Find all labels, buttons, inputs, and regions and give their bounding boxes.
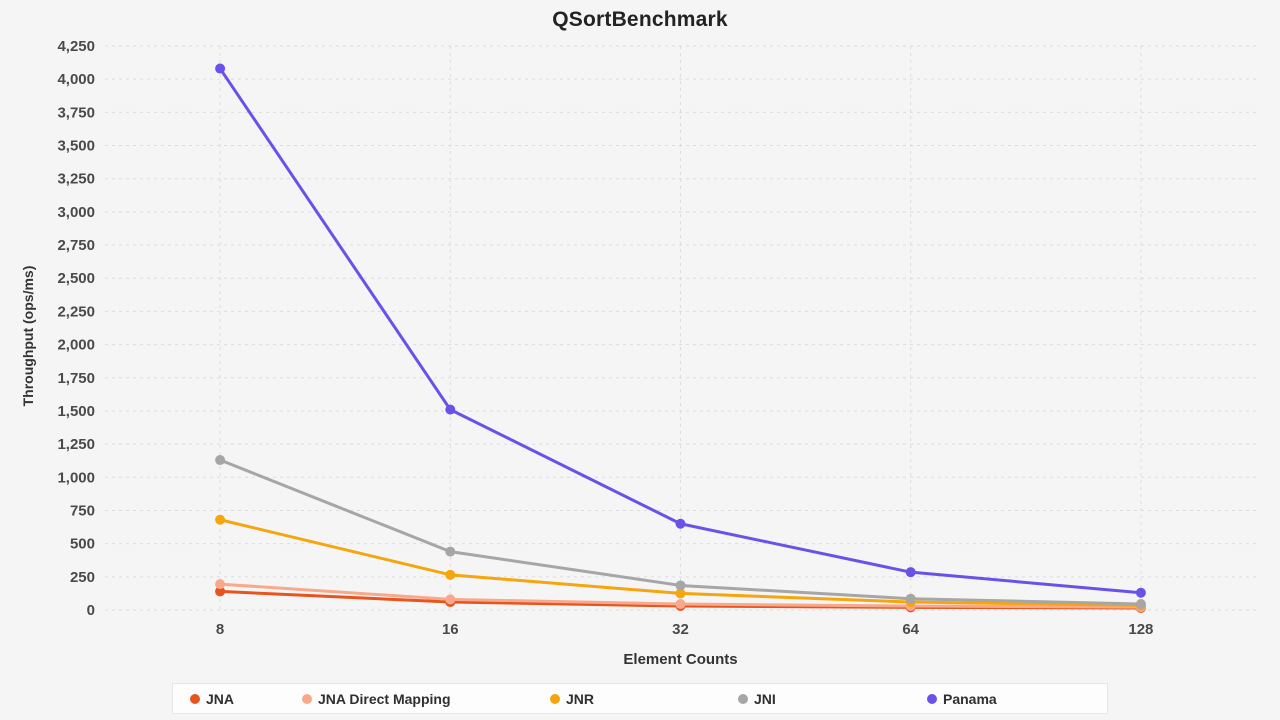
legend-label: JNA Direct Mapping — [318, 690, 451, 707]
axis-ticks: 0 250 500 750 1,000 1,250 1,500 1,750 2,000 2,250… — [57, 38, 1153, 638]
legend-dot — [738, 693, 748, 704]
chart-title: QSortBenchmark — [552, 8, 728, 31]
y-tick-label: 3,250 — [57, 171, 95, 188]
data-point — [675, 580, 686, 591]
y-tick-label: 3,750 — [57, 104, 95, 121]
legend-item-jna[interactable]: JNA — [190, 691, 302, 707]
data-point — [215, 579, 226, 590]
legend-item-jnr[interactable]: JNR — [550, 691, 738, 707]
legend-label: JNI — [754, 690, 776, 707]
y-tick-label: 3,000 — [57, 204, 95, 221]
x-tick-label: 64 — [902, 621, 919, 638]
series-jni — [215, 455, 1146, 610]
data-point — [675, 588, 686, 599]
y-tick-label: 1,500 — [57, 403, 95, 420]
y-tick-label: 750 — [70, 502, 95, 519]
legend: JNA JNA Direct Mapping JNR JNI Panama — [172, 683, 1108, 714]
legend-dot — [550, 693, 560, 704]
data-point — [905, 567, 916, 578]
data-point — [215, 63, 226, 74]
y-tick-label: 1,750 — [57, 370, 95, 387]
data-point — [215, 455, 226, 466]
data-point — [905, 593, 916, 604]
legend-dot — [302, 693, 312, 704]
data-point — [445, 594, 456, 605]
y-tick-label: 0 — [87, 602, 95, 619]
data-point — [445, 569, 456, 580]
legend-item-jna-direct-mapping[interactable]: JNA Direct Mapping — [302, 691, 550, 707]
data-point — [675, 518, 686, 529]
x-axis-label: Element Counts — [623, 651, 738, 668]
legend-dot — [927, 693, 937, 704]
y-tick-label: 1,250 — [57, 436, 95, 453]
data-point — [675, 599, 686, 610]
y-tick-label: 1,000 — [57, 469, 95, 486]
y-tick-label: 2,750 — [57, 237, 95, 254]
series-panama — [215, 63, 1146, 598]
data-point — [445, 546, 456, 557]
x-tick-label: 16 — [442, 621, 459, 638]
grid-lines — [105, 45, 1256, 611]
y-tick-label: 2,500 — [57, 270, 95, 287]
x-tick-label: 32 — [672, 621, 689, 638]
legend-item-jni[interactable]: JNI — [738, 691, 927, 707]
legend-item-panama[interactable]: Panama — [927, 691, 1107, 707]
y-tick-label: 4,000 — [57, 71, 95, 88]
y-tick-label: 250 — [70, 569, 95, 586]
y-axis-label: Throughput (ops/ms) — [20, 265, 36, 407]
legend-label: JNR — [566, 690, 595, 707]
data-point — [445, 404, 456, 415]
y-tick-label: 4,250 — [57, 38, 95, 55]
x-tick-label: 8 — [216, 621, 224, 638]
x-tick-label: 128 — [1128, 621, 1153, 638]
data-point — [215, 586, 226, 597]
data-point — [215, 514, 226, 525]
data-point — [1135, 587, 1146, 598]
y-tick-label: 2,000 — [57, 337, 95, 354]
data-point — [1135, 599, 1146, 610]
y-tick-label: 3,500 — [57, 138, 95, 155]
legend-label: Panama — [943, 690, 997, 707]
y-tick-label: 500 — [70, 536, 95, 553]
legend-label: JNA — [206, 690, 235, 707]
y-tick-label: 2,250 — [57, 303, 95, 320]
legend-dot — [190, 693, 200, 704]
